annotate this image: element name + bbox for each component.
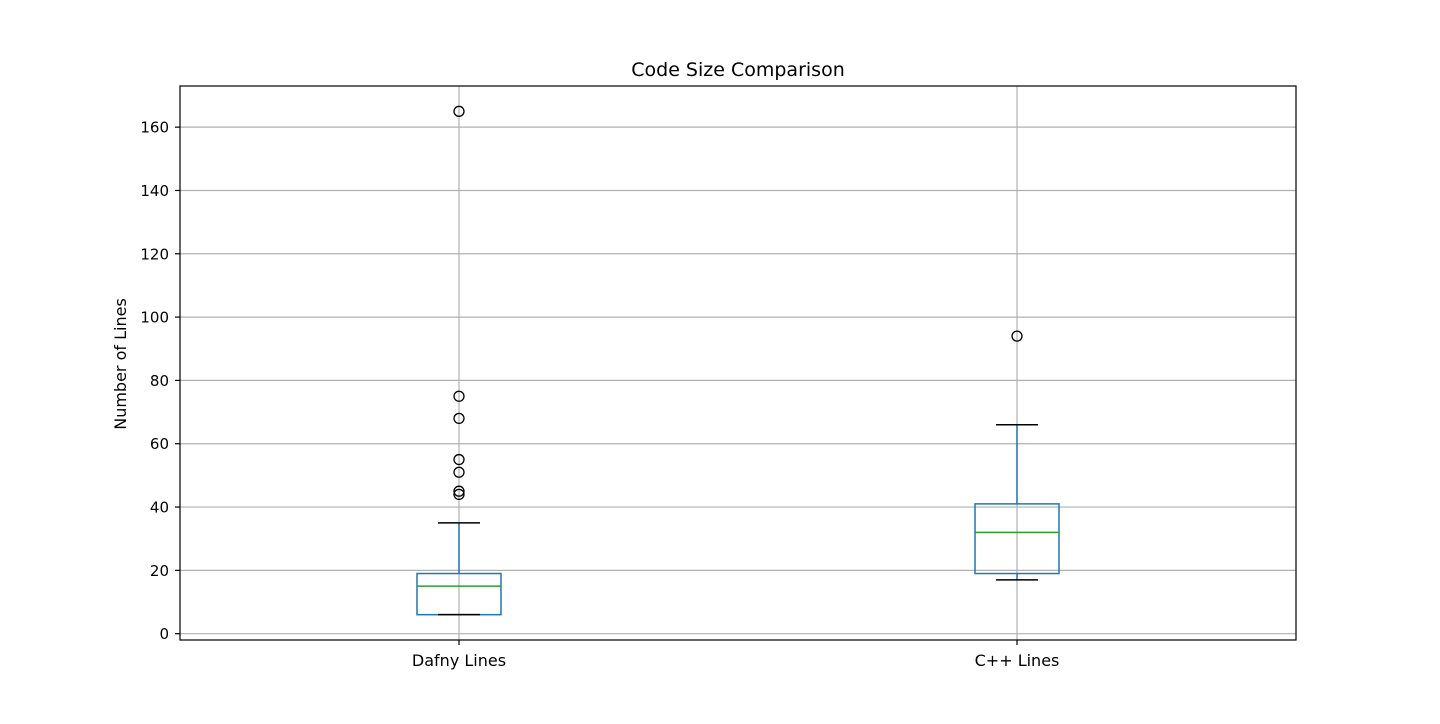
axes-frame xyxy=(179,85,1297,641)
ticks-layer: 0 20 40 60 80 100 120 140 160 Dafny Lines C++ Line… xyxy=(140,119,1059,670)
boxes-layer xyxy=(416,105,1060,616)
box-iqr xyxy=(974,503,1060,575)
y-tick-label: 60 xyxy=(150,435,169,453)
y-axis-label: Number of Lines xyxy=(111,298,130,430)
y-tick-label: 0 xyxy=(159,625,169,643)
y-tick-label: 20 xyxy=(150,562,169,580)
chart-title: Code Size Comparison xyxy=(631,59,844,81)
box-group xyxy=(974,330,1060,581)
outlier-point xyxy=(453,485,465,497)
outlier-point xyxy=(453,453,465,466)
outlier-point xyxy=(453,466,465,478)
outlier-point xyxy=(453,412,465,425)
outlier-point xyxy=(1011,330,1023,342)
x-tick-label: Dafny Lines xyxy=(412,651,506,670)
outlier-point xyxy=(453,105,465,117)
y-tick-label: 140 xyxy=(140,182,169,200)
outlier-point xyxy=(453,488,465,501)
y-tick-label: 160 xyxy=(140,119,169,137)
grid-lines xyxy=(180,86,1296,640)
y-tick-label: 100 xyxy=(140,309,169,327)
y-tick-label: 80 xyxy=(150,372,169,390)
outlier-point xyxy=(453,390,465,402)
x-tick-label: C++ Lines xyxy=(975,651,1060,670)
y-tick-label: 40 xyxy=(150,499,169,517)
y-tick-label: 120 xyxy=(140,245,169,263)
box-group xyxy=(416,105,502,616)
